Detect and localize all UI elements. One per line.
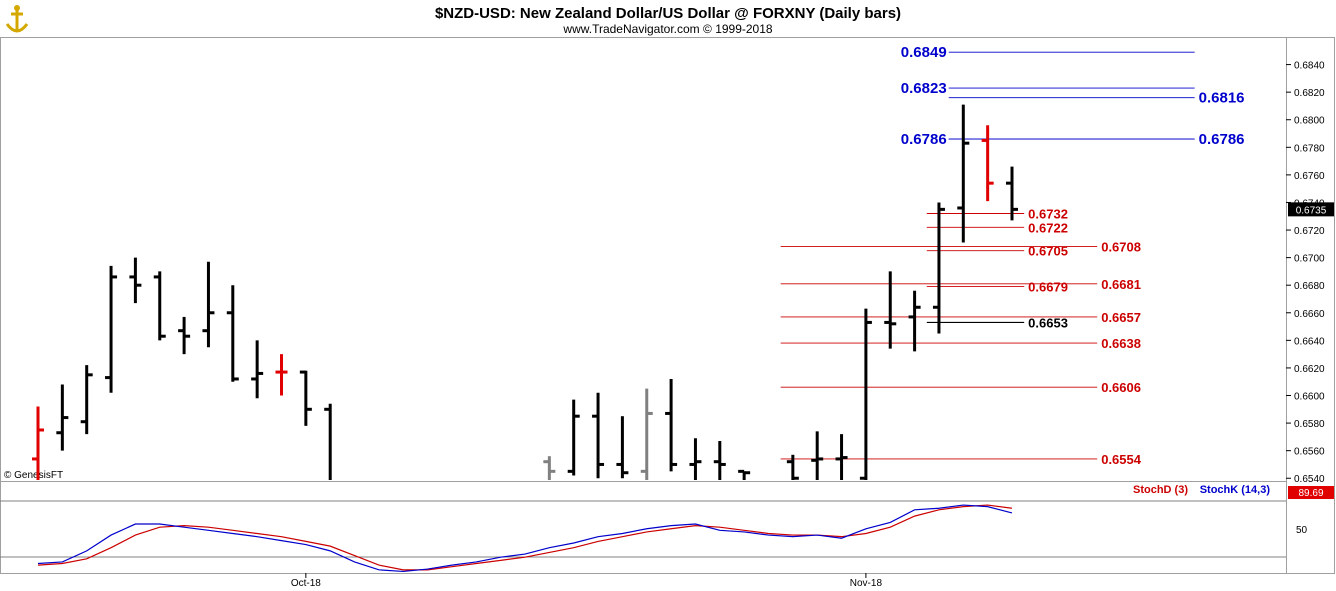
price-tick-label: 0.6680 xyxy=(1294,281,1325,292)
price-tick-label: 0.6800 xyxy=(1294,116,1325,127)
ohlc-bar xyxy=(105,265,118,393)
price-level-label: 0.6606 xyxy=(1101,380,1141,395)
price-level-label: 0.6681 xyxy=(1101,277,1141,292)
ohlc-bar xyxy=(275,354,288,396)
ohlc-bar xyxy=(299,370,312,426)
price-level-label: 0.6679 xyxy=(1028,280,1068,295)
ohlc-bar xyxy=(251,340,264,399)
price-tick-label: 0.6780 xyxy=(1294,143,1325,154)
ohlc-bar xyxy=(592,392,605,479)
ohlc-bar xyxy=(908,290,921,352)
ohlc-bar xyxy=(56,384,69,451)
price-level-label: 0.6705 xyxy=(1028,244,1068,259)
price-axis: 0.68400.68200.68000.67800.67600.67400.67… xyxy=(1286,61,1334,485)
date-tick-label: Nov-18 xyxy=(850,578,883,589)
ohlc-bar xyxy=(616,416,629,479)
ohlc-bar xyxy=(884,271,897,349)
stoch-panel-frame xyxy=(0,481,1287,574)
date-tick-label: Oct-18 xyxy=(291,578,321,589)
price-level-label: 0.6816 xyxy=(1199,90,1245,107)
price-tick-label: 0.6560 xyxy=(1294,447,1325,458)
legend-stochd: StochD (3) xyxy=(1133,484,1188,496)
ohlc-bar xyxy=(226,285,239,382)
ohlc-bar xyxy=(738,469,751,480)
price-level-label: 0.6823 xyxy=(901,80,947,97)
ohlc-bar xyxy=(859,308,872,480)
ohlc-bars xyxy=(32,104,1018,480)
ohlc-bar xyxy=(543,456,556,480)
ohlc-bar xyxy=(932,202,945,334)
stoch-last-value-box xyxy=(1288,486,1334,499)
price-level-label: 0.6786 xyxy=(901,131,947,148)
ohlc-bar xyxy=(835,434,848,480)
watermark: © GenesisFT xyxy=(4,470,63,481)
ohlc-bar xyxy=(153,271,166,341)
price-level-label: 0.6653 xyxy=(1028,315,1068,330)
ohlc-bar xyxy=(689,438,702,480)
ohlc-bar xyxy=(324,403,332,480)
ohlc-bar xyxy=(80,365,93,435)
anchor-icon xyxy=(5,5,29,33)
ohlc-bar xyxy=(786,454,799,480)
price-axis-frame xyxy=(1286,37,1335,574)
ohlc-bar xyxy=(1006,166,1018,221)
legend-stochk: StochK (14,3) xyxy=(1200,484,1271,496)
price-level-label: 0.6657 xyxy=(1101,310,1141,325)
stochk-line xyxy=(37,504,1013,573)
ohlc-bar xyxy=(202,261,215,348)
price-tick-label: 0.6840 xyxy=(1294,61,1325,72)
ohlc-bar xyxy=(32,406,44,480)
stoch-tick-50: 50 xyxy=(1296,525,1308,536)
price-panel-frame xyxy=(0,37,1287,482)
stoch-lines xyxy=(37,504,1013,573)
price-tick-label: 0.6760 xyxy=(1294,171,1325,182)
price-tick-label: 0.6820 xyxy=(1294,88,1325,99)
price-tick-label: 0.6660 xyxy=(1294,309,1325,320)
price-level-label: 0.6708 xyxy=(1101,240,1141,255)
price-tick-label: 0.6600 xyxy=(1294,392,1325,403)
date-axis: Oct-18 Nov-18 xyxy=(291,573,883,589)
price-level-label: 0.6849 xyxy=(901,44,947,61)
chart-subtitle: www.TradeNavigator.com © 1999-2018 xyxy=(562,22,772,36)
price-tick-label: 0.6720 xyxy=(1294,226,1325,237)
ohlc-bar xyxy=(665,378,678,472)
stoch-last-value: 89.69 xyxy=(1298,488,1323,499)
ohlc-bar xyxy=(640,388,653,480)
last-price-label: 0.6735 xyxy=(1296,205,1327,216)
price-tick-label: 0.6540 xyxy=(1294,474,1325,485)
ohlc-bar xyxy=(811,431,824,480)
price-tick-label: 0.6580 xyxy=(1294,419,1325,430)
price-tick-label: 0.6620 xyxy=(1294,364,1325,375)
ohlc-bar xyxy=(981,125,994,202)
last-price-box xyxy=(1288,202,1334,217)
price-level-label: 0.6638 xyxy=(1101,336,1141,351)
ohlc-bar xyxy=(567,399,580,476)
ohlc-bar xyxy=(957,104,970,243)
price-tick-label: 0.6640 xyxy=(1294,336,1325,347)
ohlc-bar xyxy=(178,316,191,355)
price-level-label: 0.6722 xyxy=(1028,220,1068,235)
price-level-label: 0.6554 xyxy=(1101,452,1142,467)
price-level-label: 0.6786 xyxy=(1199,131,1245,148)
chart-title: $NZD-USD: New Zealand Dollar/US Dollar @… xyxy=(435,5,901,22)
price-level-label: 0.6732 xyxy=(1028,206,1068,221)
ohlc-bar xyxy=(129,257,142,304)
price-tick-label: 0.6700 xyxy=(1294,254,1325,265)
ohlc-bar xyxy=(713,441,726,480)
